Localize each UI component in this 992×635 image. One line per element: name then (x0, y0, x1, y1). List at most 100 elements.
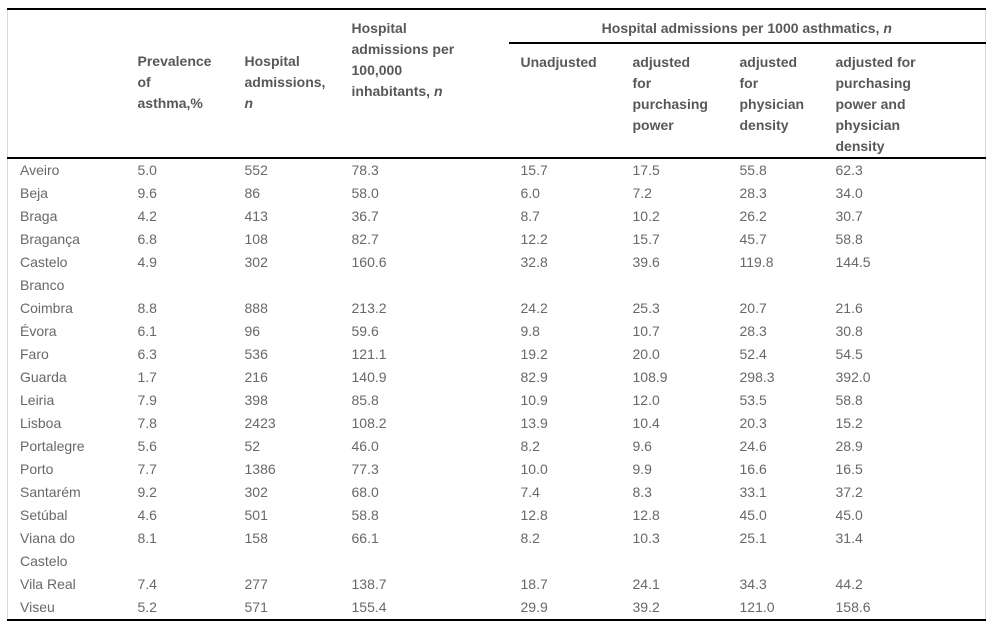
value-cell: 96 (244, 323, 261, 339)
header-hospital-admissions-label: Hospital admissions, (244, 53, 326, 90)
header-span-per-1000-asthmatics: Hospital admissions per 1000 asthmatics,… (508, 9, 986, 44)
value-cell: 6.0 (520, 185, 540, 201)
district-name-cell: Faro (20, 346, 49, 362)
value-cell: 29.9 (520, 599, 548, 615)
value-cell: 15.7 (520, 162, 548, 178)
value-cell: 121.0 (739, 599, 775, 615)
value-cell: 30.7 (835, 208, 863, 224)
district-name-cell: Coimbra (20, 300, 73, 316)
value-cell: 9.6 (632, 438, 652, 454)
value-cell: 85.8 (351, 392, 379, 408)
header-prevalence: Prevalence of asthma,% (125, 43, 233, 159)
table-row: Braga 4.2 413 36.7 8.7 10.2 26.2 30.7 (8, 205, 986, 228)
district-name-cell: Castelo Branco (20, 254, 68, 293)
value-cell: 20.0 (632, 346, 660, 362)
header-unadjusted: Unadjusted (508, 43, 621, 159)
value-cell: 6.1 (137, 323, 157, 339)
table-body: Aveiro 5.0 552 78.3 15.7 17.5 55.8 62.3 Beja 9.6 8… (8, 158, 986, 620)
value-cell: 16.6 (739, 461, 767, 477)
table-row: Santarém 9.2 302 68.0 7.4 8.3 33.1 37.2 (8, 481, 986, 504)
value-cell: 413 (244, 208, 268, 224)
value-cell: 302 (244, 484, 268, 500)
header-adjusted-physician-density: adjusted for physician density (727, 43, 824, 159)
value-cell: 19.2 (520, 346, 548, 362)
district-name-cell: Évora (20, 323, 57, 339)
value-cell: 1.7 (137, 369, 157, 385)
italic-n: n (433, 83, 443, 99)
header-unadjusted-label: Unadjusted (520, 54, 597, 70)
value-cell: 6.8 (137, 231, 157, 247)
value-cell: 888 (244, 300, 268, 316)
value-cell: 52 (244, 438, 261, 454)
value-cell: 31.4 (835, 530, 863, 546)
value-cell: 25.3 (632, 300, 660, 316)
value-cell: 5.0 (137, 162, 157, 178)
value-cell: 7.9 (137, 392, 157, 408)
value-cell: 7.4 (520, 484, 540, 500)
district-name-cell: Bragança (20, 231, 80, 247)
value-cell: 66.1 (351, 530, 379, 546)
value-cell: 4.2 (137, 208, 157, 224)
value-cell: 59.6 (351, 323, 379, 339)
value-cell: 45.7 (739, 231, 767, 247)
value-cell: 119.8 (739, 254, 774, 270)
value-cell: 82.9 (520, 369, 548, 385)
value-cell: 58.8 (835, 392, 863, 408)
value-cell: 15.7 (632, 231, 660, 247)
value-cell: 12.8 (632, 507, 660, 523)
table-row: Porto 7.7 1386 77.3 10.0 9.9 16.6 16.5 (8, 458, 986, 481)
header-empty-district-sub (7, 43, 126, 159)
value-cell: 68.0 (351, 484, 379, 500)
value-cell: 52.4 (739, 346, 767, 362)
table-row: Bragança 6.8 108 82.7 12.2 15.7 45.7 58.8 (8, 228, 986, 251)
district-name-cell: Beja (20, 185, 49, 201)
value-cell: 298.3 (739, 369, 775, 385)
table-row: Aveiro 5.0 552 78.3 15.7 17.5 55.8 62.3 (8, 158, 986, 182)
district-name-cell: Aveiro (20, 162, 60, 178)
value-cell: 7.4 (137, 576, 157, 592)
value-cell: 24.6 (739, 438, 767, 454)
value-cell: 144.5 (835, 254, 871, 270)
district-name-cell: Setúbal (20, 507, 68, 523)
value-cell: 5.2 (137, 599, 157, 615)
district-name-cell: Viana do Castelo (20, 530, 76, 569)
value-cell: 140.9 (351, 369, 387, 385)
value-cell: 4.6 (137, 507, 157, 523)
value-cell: 9.6 (137, 185, 157, 201)
value-cell: 24.2 (520, 300, 548, 316)
value-cell: 12.2 (520, 231, 548, 247)
value-cell: 2423 (244, 415, 276, 431)
value-cell: 8.1 (137, 530, 157, 546)
table-row: Portalegre 5.6 52 46.0 8.2 9.6 24.6 28.9 (8, 435, 986, 458)
value-cell: 36.7 (351, 208, 379, 224)
district-name-cell: Portalegre (20, 438, 85, 454)
value-cell: 54.5 (835, 346, 863, 362)
value-cell: 10.4 (632, 415, 660, 431)
value-cell: 10.0 (520, 461, 548, 477)
value-cell: 39.2 (632, 599, 660, 615)
value-cell: 536 (244, 346, 268, 362)
value-cell: 7.7 (137, 461, 157, 477)
italic-n: n (883, 20, 892, 36)
value-cell: 5.6 (137, 438, 157, 454)
value-cell: 7.2 (632, 185, 652, 201)
value-cell: 53.5 (739, 392, 767, 408)
header-adjusted-both-label: adjusted for purchasing power and physic… (835, 54, 916, 154)
value-cell: 18.7 (520, 576, 548, 592)
value-cell: 25.1 (739, 530, 767, 546)
header-admissions-per-100k-label: Hospital admissions per 100,000 inhabita… (351, 20, 455, 99)
value-cell: 55.8 (739, 162, 767, 178)
value-cell: 8.2 (520, 438, 540, 454)
value-cell: 10.2 (632, 208, 660, 224)
value-cell: 8.8 (137, 300, 157, 316)
value-cell: 216 (244, 369, 268, 385)
value-cell: 26.2 (739, 208, 767, 224)
value-cell: 58.0 (351, 185, 379, 201)
value-cell: 9.9 (632, 461, 652, 477)
table-header: Hospital admissions per 100,000 inhabita… (7, 9, 986, 159)
table-row: Leiria 7.9 398 85.8 10.9 12.0 53.5 58.8 (8, 389, 986, 412)
asthma-admissions-table: Hospital admissions per 100,000 inhabita… (7, 8, 987, 621)
header-row-top: Hospital admissions per 100,000 inhabita… (8, 9, 986, 159)
value-cell: 58.8 (351, 507, 379, 523)
value-cell: 9.8 (520, 323, 540, 339)
